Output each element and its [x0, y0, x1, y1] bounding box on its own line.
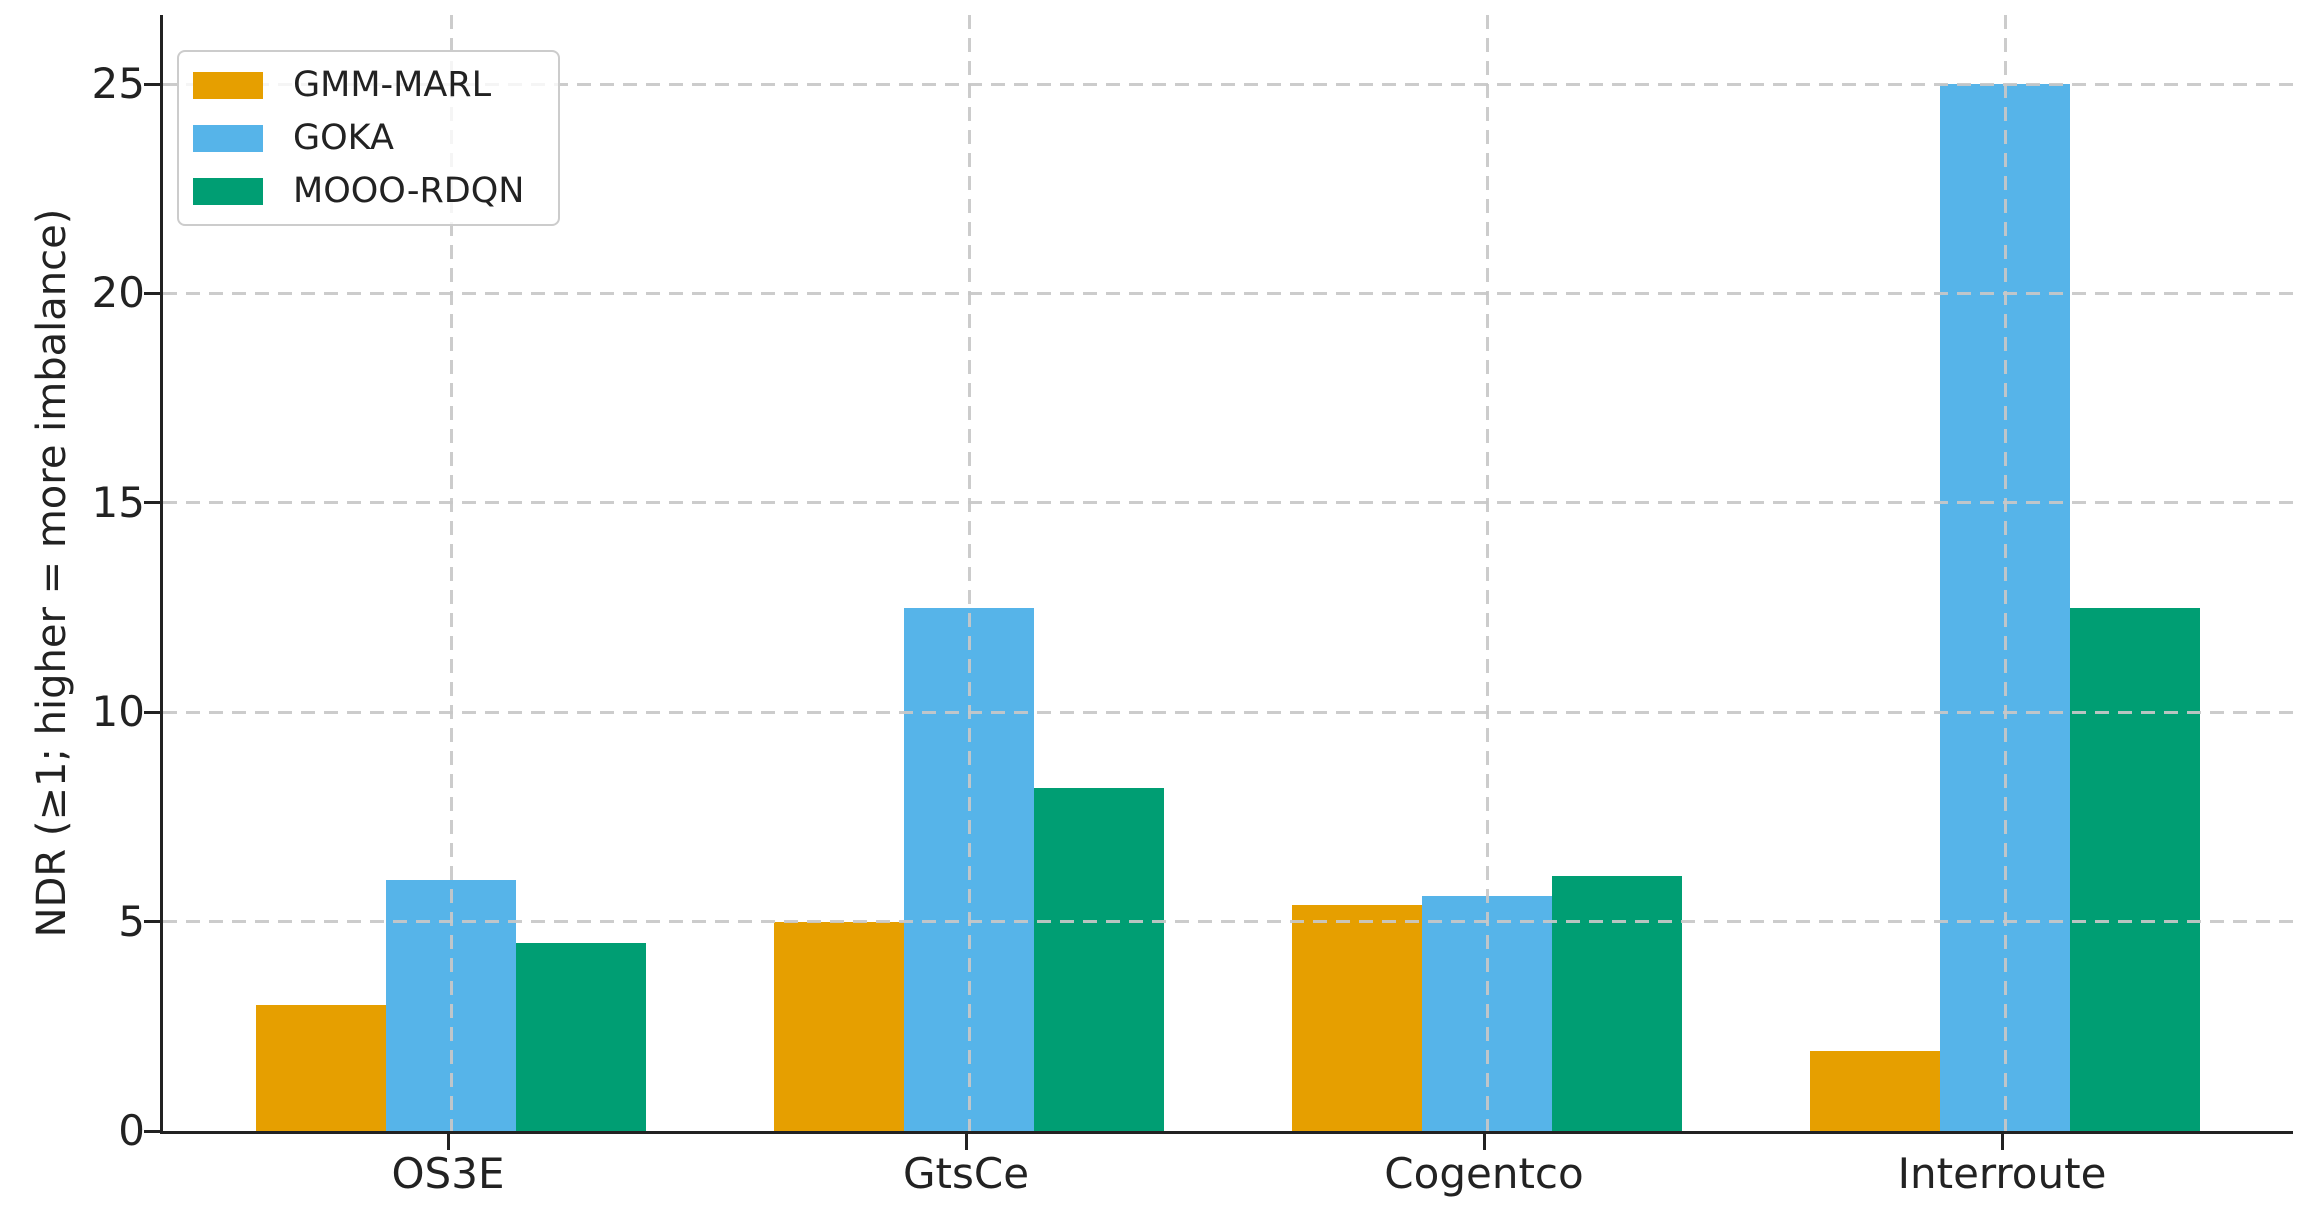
- legend-row: GOKA: [193, 117, 524, 159]
- bar-gmm-marl-os3e: [256, 1005, 386, 1131]
- bar-mooo-rdqn-os3e: [516, 943, 646, 1131]
- y-tick-label: 20: [91, 268, 145, 318]
- legend-row: GMM-MARL: [193, 64, 524, 106]
- y-tick-label: 10: [91, 687, 145, 737]
- x-tick-label: GtsCe: [902, 1149, 1030, 1198]
- x-tick-mark: [964, 1134, 968, 1150]
- x-tick-mark: [2000, 1134, 2004, 1150]
- y-tick-mark: [144, 1129, 160, 1133]
- bar-mooo-rdqn-cogentco: [1552, 876, 1682, 1131]
- x-tick-mark: [1482, 1134, 1486, 1150]
- legend-swatch-mooo-rdqn: [193, 177, 263, 205]
- x-tick-label: Cogentco: [1384, 1149, 1584, 1198]
- bar-goka-gtsce: [904, 608, 1034, 1131]
- bar-goka-cogentco: [1422, 896, 1552, 1131]
- x-tick-label: OS3E: [391, 1149, 505, 1198]
- legend-swatch-gmm-marl: [193, 71, 263, 99]
- legend-label: GOKA: [293, 118, 394, 158]
- bar-gmm-marl-cogentco: [1292, 905, 1422, 1131]
- y-tick-mark: [144, 501, 160, 505]
- y-tick-label: 0: [118, 1106, 145, 1155]
- legend-label: GMM-MARL: [293, 65, 492, 105]
- x-tick-mark: [446, 1134, 450, 1150]
- bar-mooo-rdqn-interroute: [2070, 608, 2200, 1131]
- bar-mooo-rdqn-gtsce: [1034, 788, 1164, 1131]
- y-tick-mark: [144, 920, 160, 924]
- legend-label: MOOO-RDQN: [293, 171, 525, 211]
- y-tick-label: 15: [91, 477, 145, 527]
- bar-gmm-marl-interroute: [1810, 1051, 1940, 1131]
- bar-gmm-marl-gtsce: [774, 922, 904, 1131]
- x-tick-label: Interroute: [1897, 1149, 2107, 1198]
- y-tick-label: 5: [118, 896, 145, 946]
- legend: GMM-MARL GOKA MOOO-RDQN: [177, 50, 561, 226]
- y-tick-mark: [144, 291, 160, 295]
- legend-swatch-goka: [193, 124, 263, 152]
- y-tick-mark: [144, 82, 160, 86]
- legend-row: MOOO-RDQN: [193, 170, 524, 212]
- bar-goka-interroute: [1940, 84, 2070, 1131]
- y-tick-mark: [144, 710, 160, 714]
- bar-goka-os3e: [386, 880, 516, 1131]
- y-axis-label: NDR (≥1; higher = more imbalance): [29, 208, 75, 938]
- y-tick-label: 25: [91, 59, 145, 109]
